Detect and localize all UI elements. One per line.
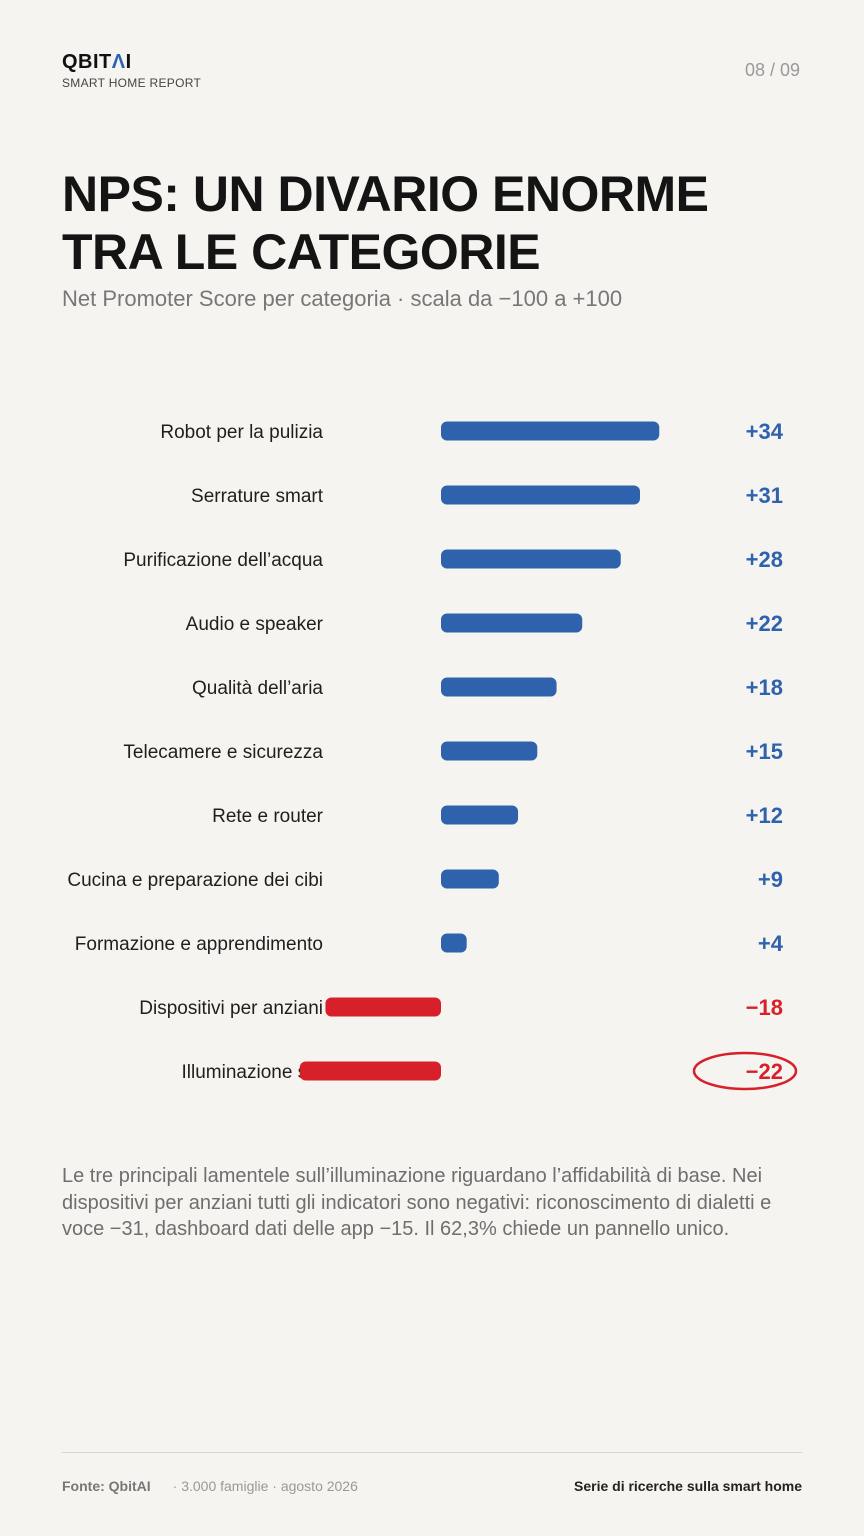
- page-title: NPS: UN DIVARIO ENORME TRA LE CATEGORIE: [62, 165, 709, 281]
- category-label-rete-e-router: Rete e router: [212, 806, 324, 827]
- bar-dispositivi-per-anziani: [325, 997, 441, 1017]
- bar-serrature-smart: [441, 485, 641, 505]
- bar-formazione-e-apprendimento: [441, 933, 467, 953]
- value-label-robot-per-la-pulizia: +34: [746, 419, 784, 444]
- title-line-2: TRA LE CATEGORIE: [62, 224, 541, 280]
- value-label-telecamere-e-sicurezza: +15: [746, 739, 783, 764]
- bar-qualita-dell-aria: [441, 677, 557, 697]
- value-label-rete-e-router: +12: [746, 803, 783, 828]
- series-label: Serie di ricerche sulla smart home: [574, 1478, 802, 1494]
- brand-subtitle: SMART HOME REPORT: [62, 76, 202, 90]
- bar-illuminazione-smart: [299, 1061, 441, 1081]
- category-label-dispositivi-per-anziani: Dispositivi per anziani: [139, 998, 323, 1019]
- value-label-audio-e-speaker: +22: [746, 611, 783, 636]
- brand-logo-text: QBIT: [62, 51, 112, 73]
- value-label-formazione-e-apprendimento: +4: [758, 931, 784, 956]
- category-label-qualita-dell-aria: Qualità dell’aria: [192, 678, 323, 699]
- category-label-purificazione-dell-acqua: Purificazione dell’acqua: [123, 550, 323, 571]
- category-label-cucina-e-preparazione-dei-cibi: Cucina e preparazione dei cibi: [67, 870, 323, 891]
- insight-note: Le tre principali lamentele sull’illumin…: [62, 1165, 772, 1240]
- footer-source: Fonte: QbitAI · 3.000 famiglie · agosto 2…: [62, 1478, 358, 1494]
- bar-rete-e-router: [441, 805, 519, 825]
- bar-robot-per-la-pulizia: [441, 421, 660, 441]
- brand-logo-tail: I: [125, 51, 132, 73]
- source-meta: · 3.000 famiglie · agosto 2026: [172, 1478, 358, 1494]
- category-label-audio-e-speaker: Audio e speaker: [186, 614, 324, 635]
- nps-bar-chart: Robot per la pulizia +34 Serrature smart +3…: [67, 419, 798, 1091]
- bar-telecamere-e-sicurezza: [441, 741, 538, 761]
- category-label-formazione-e-apprendimento: Formazione e apprendimento: [75, 934, 323, 955]
- category-label-robot-per-la-pulizia: Robot per la pulizia: [160, 422, 323, 443]
- value-label-dispositivi-per-anziani: −18: [746, 995, 783, 1020]
- category-label-telecamere-e-sicurezza: Telecamere e sicurezza: [123, 742, 323, 763]
- bar-cucina-e-preparazione-dei-cibi: [441, 869, 499, 889]
- logo-triangle-icon: Λ: [111, 51, 126, 73]
- value-label-serrature-smart: +31: [746, 483, 783, 508]
- value-label-qualita-dell-aria: +18: [746, 675, 783, 700]
- brand-logo: QBITΛI: [62, 51, 132, 74]
- category-label-serrature-smart: Serrature smart: [191, 486, 324, 507]
- footer-divider: [62, 1452, 802, 1453]
- page-indicator: 08 / 09: [744, 60, 800, 80]
- bar-audio-e-speaker: [441, 613, 583, 633]
- value-label-cucina-e-preparazione-dei-cibi: +9: [758, 867, 783, 892]
- bar-purificazione-dell-acqua: [441, 549, 621, 569]
- highlight-circle: [692, 1051, 798, 1091]
- value-label-illuminazione-smart: −22: [746, 1059, 783, 1084]
- chart-subtitle: Net Promoter Score per categoria · scala…: [62, 286, 623, 311]
- category-label-illuminazione-smart: Illuminazione sm: [182, 1062, 324, 1083]
- title-line-1: NPS: UN DIVARIO ENORME: [62, 166, 709, 222]
- value-label-purificazione-dell-acqua: +28: [746, 547, 783, 572]
- source-label: Fonte: QbitAI: [62, 1478, 151, 1494]
